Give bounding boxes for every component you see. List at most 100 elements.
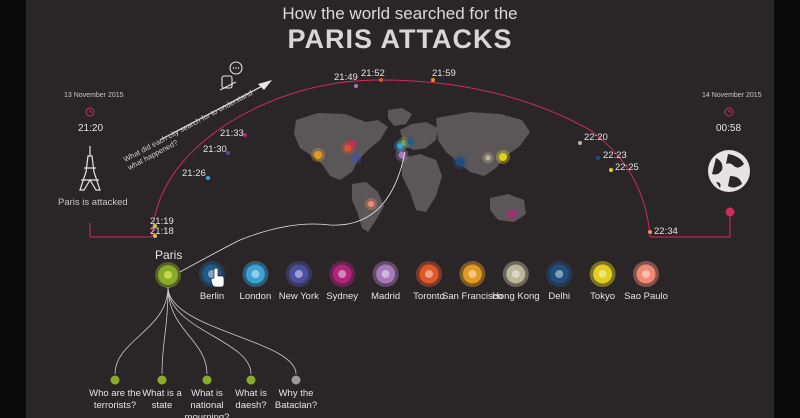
timeline-time-2: 21:26: [182, 168, 206, 179]
city-button-core-6: [468, 270, 477, 278]
city-button-core-9: [598, 270, 607, 278]
arc-dot-7: [431, 78, 435, 82]
start-caption: Paris is attacked: [58, 197, 128, 208]
arc-dot-4: [243, 133, 247, 137]
city-button-6[interactable]: [462, 264, 482, 284]
timeline-time-5: 21:49: [334, 72, 358, 83]
arc-dot-1: [153, 224, 157, 228]
question-text-0: Who are the terrorists?: [89, 388, 141, 411]
map-dot-7: [407, 139, 413, 145]
arc-dot-6: [379, 78, 383, 82]
map-africa: [402, 154, 442, 212]
start-clock-icon: [85, 107, 95, 117]
question-text-1: What is a state: [142, 388, 182, 411]
title-line-2: PARIS ATTACKS: [287, 24, 513, 54]
paris-connector: [179, 151, 406, 273]
city-button-10[interactable]: [636, 264, 656, 284]
city-label-3: Sydney: [326, 291, 359, 302]
right-frame: [774, 0, 800, 418]
city-label-6: San Francisco: [442, 291, 503, 302]
map-dot-9: [455, 157, 465, 167]
question-link-1: [161, 286, 169, 375]
arc-dot-5: [354, 84, 358, 88]
city-button-9[interactable]: [593, 264, 613, 284]
city-label-4: Madrid: [371, 291, 401, 302]
map-dot-12: [509, 211, 515, 217]
city-label-8: Delhi: [548, 291, 571, 302]
city-label-2: New York: [278, 291, 319, 302]
question-dot-3[interactable]: [246, 375, 256, 385]
question-link-4: [167, 286, 297, 375]
end-clock-icon: [724, 107, 734, 117]
city-button-core-1: [251, 270, 260, 278]
map-dot-10: [485, 155, 491, 161]
timeline-time-4: 21:33: [220, 128, 244, 139]
arc-dot-9: [596, 156, 600, 160]
person-thinking-icon: [219, 61, 243, 91]
city-label-9: Tokyo: [590, 291, 615, 302]
end-date: 14 November 2015: [702, 92, 762, 99]
question-dot-0[interactable]: [110, 375, 120, 385]
prompt-arrow-line: [159, 81, 271, 141]
city-button-7[interactable]: [506, 264, 526, 284]
selected-city-label: Paris: [155, 248, 183, 262]
map-dot-6: [397, 143, 403, 149]
timeline-time-10: 22:25: [615, 162, 639, 173]
start-date: 13 November 2015: [64, 92, 124, 99]
city-button-3[interactable]: [332, 264, 352, 284]
question-links: [110, 286, 301, 385]
eiffel-tower-icon: [79, 146, 101, 191]
city-button-1[interactable]: [245, 264, 265, 284]
timeline-time-9: 22:23: [603, 150, 627, 161]
map-dot-3: [353, 155, 359, 161]
question-text-4: Why the Bataclan?: [274, 388, 318, 411]
map-greenland: [388, 108, 412, 126]
arc-dot-2: [206, 176, 210, 180]
timeline-time-0: 21:18: [150, 226, 174, 237]
city-label-5: Toronto: [413, 291, 445, 302]
timeline-time-7: 21:59: [432, 68, 456, 79]
timeline-time-3: 21:30: [203, 144, 227, 155]
city-button-core-2: [294, 270, 303, 278]
end-time: 00:58: [716, 123, 742, 134]
question-dot-4[interactable]: [291, 375, 301, 385]
timeline-time-11: 22:34: [654, 226, 678, 237]
city-button-4[interactable]: [376, 264, 396, 284]
arc-dot-11: [648, 230, 652, 234]
question-link-0: [114, 286, 169, 375]
city-buttons: [155, 261, 659, 288]
end-marker[interactable]: [725, 207, 735, 217]
timeline-time-6: 21:52: [361, 68, 385, 79]
city-button-8[interactable]: [549, 264, 569, 284]
arc-dot-10: [609, 168, 613, 172]
map-dot-0: [314, 151, 322, 159]
city-button-core-3: [338, 270, 347, 278]
globe-icon: [708, 150, 750, 192]
timeline-time-1: 21:19: [150, 216, 174, 227]
question-link-2: [167, 286, 208, 375]
city-button-5[interactable]: [419, 264, 439, 284]
question-dot-1[interactable]: [157, 375, 167, 385]
city-label-10: Sao Paulo: [624, 291, 668, 302]
paris-button-core: [164, 271, 172, 279]
start-time: 21:20: [78, 123, 104, 134]
hand-cursor-icon: [210, 267, 225, 288]
map-south-america: [352, 182, 384, 232]
arc-dot-8: [578, 141, 582, 145]
arc-dot-0: [153, 234, 157, 238]
timeline-time-8: 22:20: [584, 132, 608, 143]
arc-dot-3: [226, 151, 230, 155]
prompt-arrow-head: [258, 80, 272, 90]
question-text-2: What is national mourning?: [184, 388, 230, 418]
city-label-0: Berlin: [199, 291, 225, 302]
map-asia: [436, 112, 530, 176]
left-frame: [0, 0, 26, 418]
city-button-2[interactable]: [289, 264, 309, 284]
city-button-core-4: [381, 270, 390, 278]
question-dot-2[interactable]: [202, 375, 212, 385]
map-dot-4: [368, 201, 374, 207]
city-button-core-8: [555, 270, 564, 278]
question-link-3: [167, 286, 252, 375]
